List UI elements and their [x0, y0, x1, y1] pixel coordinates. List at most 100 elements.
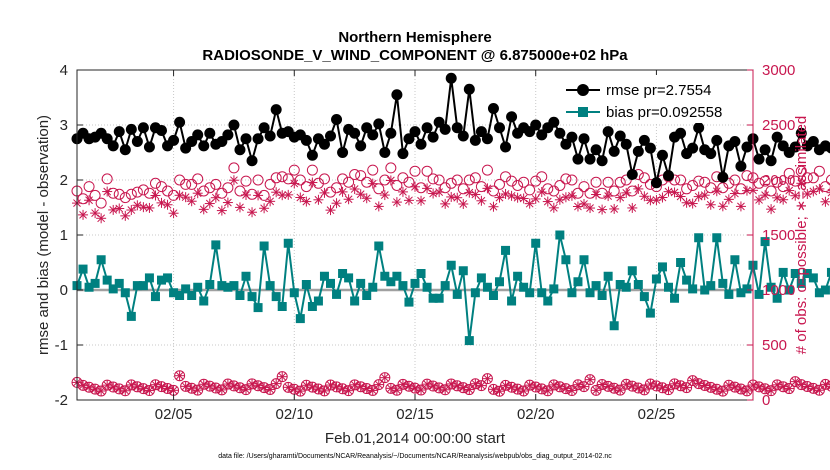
- bias-point: [543, 296, 553, 306]
- bias-point: [573, 277, 583, 287]
- obs-assimilated-marker: [385, 175, 396, 186]
- bias-point: [96, 255, 106, 265]
- bias-point: [645, 308, 655, 318]
- bias-point: [633, 280, 643, 289]
- obs-assimilated-marker: [452, 192, 463, 203]
- bias-point: [144, 273, 154, 283]
- rmse-point: [457, 130, 469, 142]
- obs-possible-marker: [536, 171, 548, 183]
- bias-point: [211, 240, 221, 250]
- x-axis-ticks: 02/05 02/10 02/15 02/20 02/25: [155, 70, 675, 423]
- bias-point: [766, 282, 776, 292]
- bias-point: [682, 275, 692, 285]
- bias-point: [802, 269, 812, 278]
- obs-assimilated-marker: [657, 192, 668, 203]
- bias-point: [585, 288, 595, 298]
- rmse-point: [548, 116, 560, 128]
- rmse-point: [825, 142, 830, 154]
- obs-assimilated-marker: [524, 198, 535, 209]
- obs-assimilated-marker: [826, 188, 830, 197]
- bias-point: [319, 271, 329, 281]
- obs-assimilated-marker: [210, 192, 221, 203]
- bias-point: [84, 282, 94, 292]
- obs-assimilated-marker: [84, 195, 95, 206]
- bias-point: [724, 289, 734, 299]
- rmse-point: [469, 134, 481, 146]
- obs-possible-marker: [89, 189, 101, 201]
- bias-point: [332, 289, 342, 299]
- obs-assimilated-marker: [530, 193, 541, 204]
- rmse-point: [421, 122, 433, 134]
- obs-assimilated-marker: [403, 195, 414, 206]
- obs-assimilated-marker: [766, 204, 777, 215]
- bias-point: [150, 292, 160, 302]
- rmse-point: [331, 114, 343, 125]
- rmse-point: [614, 130, 626, 142]
- obs-assimilated-low-marker: [319, 385, 330, 396]
- rmse-point: [325, 130, 336, 142]
- legend-box: [560, 75, 748, 123]
- obs-assimilated-marker: [144, 202, 155, 213]
- bias-point: [597, 291, 607, 300]
- obs-possible-marker: [518, 176, 530, 188]
- bias-point: [410, 278, 420, 288]
- obs-assimilated-marker: [78, 209, 89, 220]
- obs-possible-marker: [825, 174, 830, 186]
- x-tick-label: 02/10: [276, 406, 314, 423]
- rmse-point: [258, 122, 270, 134]
- obs-assimilated-low-marker: [826, 382, 830, 391]
- bias-point: [639, 292, 649, 302]
- rmse-point: [711, 134, 723, 146]
- obs-assimilated-low-marker: [277, 371, 288, 382]
- rmse-point: [644, 142, 656, 154]
- obs-assimilated-marker: [814, 183, 825, 194]
- obs-assimilated-marker: [289, 178, 300, 189]
- rmse-point: [608, 145, 620, 157]
- obs-assimilated-marker: [615, 192, 626, 203]
- rmse-point: [789, 141, 801, 153]
- obs-assimilated-marker: [367, 178, 378, 189]
- rmse-point: [494, 122, 505, 134]
- bias-point: [283, 238, 293, 248]
- rmse-point: [156, 125, 167, 136]
- bias-point: [694, 233, 704, 243]
- obs-possible-marker: [264, 178, 276, 190]
- obs-assimilated-marker: [391, 197, 402, 208]
- obs-possible-marker: [572, 187, 584, 199]
- left-axis-label: rmse and bias (model - observation): [35, 115, 52, 355]
- rmse-point: [506, 111, 518, 123]
- bias-point: [169, 288, 179, 298]
- bias-point: [519, 282, 529, 292]
- obs-possible-marker: [318, 173, 330, 185]
- rmse-point: [367, 129, 379, 141]
- obs-possible-marker: [385, 162, 397, 174]
- rmse-point: [119, 144, 131, 156]
- bias-point: [181, 284, 191, 294]
- bias-point: [277, 302, 287, 311]
- obs-assimilated-low-marker: [379, 372, 390, 383]
- obs-assimilated-marker: [621, 187, 632, 198]
- bias-point: [549, 284, 559, 294]
- rmse-point: [765, 155, 777, 167]
- obs-possible-marker: [699, 176, 711, 188]
- obs-possible-marker: [554, 180, 566, 191]
- obs-assimilated-marker: [168, 208, 179, 219]
- obs-assimilated-marker: [265, 196, 276, 207]
- rmse-point: [391, 89, 403, 101]
- rmse-point: [735, 160, 747, 172]
- obs-possible-marker: [512, 180, 524, 191]
- obs-possible-marker: [143, 187, 155, 199]
- obs-assimilated-marker: [150, 190, 161, 201]
- obs-possible-marker: [801, 172, 813, 184]
- obs-assimilated-marker: [639, 191, 650, 202]
- obs-assimilated-marker: [754, 194, 765, 205]
- rmse-point: [246, 155, 258, 167]
- obs-assimilated-low-marker: [422, 379, 433, 390]
- obs-possible-marker: [463, 174, 475, 186]
- rmse-point: [638, 134, 650, 146]
- bias-point: [495, 277, 504, 287]
- bias-point: [700, 285, 710, 295]
- obs-possible-marker: [240, 175, 252, 187]
- obs-possible-marker: [614, 176, 626, 188]
- obs-possible-marker: [83, 181, 95, 193]
